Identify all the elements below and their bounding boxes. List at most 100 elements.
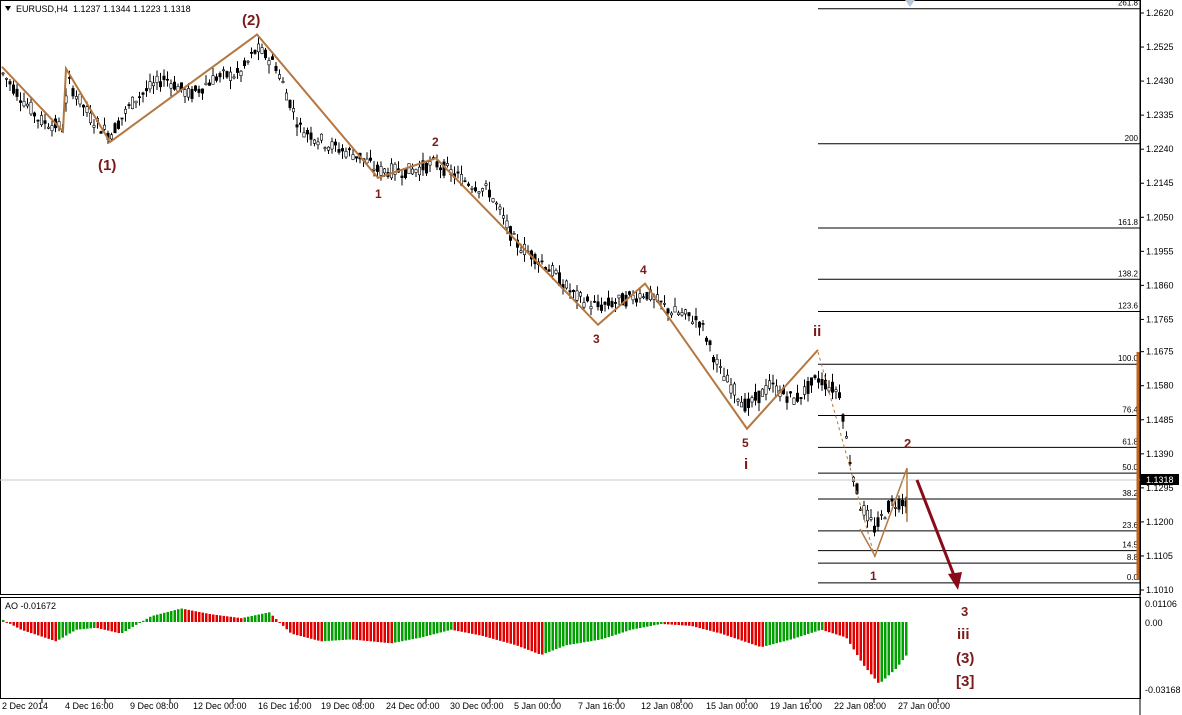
candle-body [372,168,376,171]
time-tick-label: 24 Dec 00:00 [386,701,440,711]
ao-bar [124,622,127,632]
candle-body [498,206,502,210]
candle-body [820,379,824,386]
ao-bar [436,622,439,634]
ao-bar [772,622,775,645]
ao-bar [212,614,215,622]
ao-bar [775,622,778,644]
ao-bar [222,615,225,622]
ao-bar [37,622,40,636]
ao-bar [779,622,782,643]
candle-body [792,397,796,405]
ohlc-readout: 1.1237 1.1344 1.1223 1.1318 [73,4,191,14]
candle-body [36,119,40,122]
ao-bar [320,622,323,642]
candle-body [236,67,240,73]
ao-bar [243,617,246,622]
ao-bar [166,611,169,622]
ao-bar [516,622,519,646]
projection-arrow-head-icon [948,572,962,590]
wave-label-minor-3: 3 [593,332,600,346]
ao-bar [758,622,761,647]
ao-bar [373,622,376,642]
ao-bar [33,622,36,635]
ao-bar [170,611,173,622]
ao-bar [26,622,29,632]
ao-bar [576,622,579,644]
ao-bar [369,622,372,642]
candle-body [162,75,166,81]
candle-body [746,398,750,409]
candle-body [229,71,233,81]
projection-arrow-shaft [915,479,957,579]
ao-bar [376,622,379,643]
ao-bar [558,622,561,648]
ao-bar [317,622,320,641]
price-tick-label: 1.2525 [1146,42,1174,52]
symbol-label: EURUSD,H4 [16,4,68,14]
candle-body [127,104,131,106]
ao-bar [478,622,481,636]
fib-level-label: 200 [1125,134,1139,143]
ao-bar [887,622,890,676]
candle-body [592,301,596,303]
candle-body [92,125,96,128]
candle-body [764,385,768,395]
fib-level-label: 138.2 [1118,269,1139,278]
candle-body [368,157,372,161]
ao-bar [817,622,820,631]
time-axis: 2 Dec 2014 4 Dec 16:00 9 Dec 08:00 12 Dec 0… [2,699,950,711]
ao-bar [485,622,488,637]
candle-body [270,56,274,60]
ao-bar [793,622,796,639]
ao-bar [607,622,610,638]
candle-body [239,70,243,76]
current-price-tag [1141,474,1179,485]
candle-body [309,132,313,140]
ao-bar [348,622,351,640]
ao-bar [135,622,138,625]
candle-body [284,92,288,101]
ao-bar [313,622,316,640]
fib-level-label: 123.6 [1118,302,1139,311]
ao-bar [278,622,281,623]
ao-bar [275,619,278,622]
candle-body [512,233,516,235]
ao-bar [306,622,309,638]
ao-bar [807,622,810,634]
ao-bar [114,622,117,633]
candle-body [169,83,173,89]
candle-body [187,88,191,98]
candle-body [50,125,54,132]
candle-body [354,156,358,159]
ao-bar [859,622,862,661]
ao-bar [58,622,61,640]
price-tick-label: 1.1860 [1146,280,1174,290]
ao-bar [96,622,99,629]
ao-bar [730,622,733,638]
symbol-dropdown-icon[interactable] [5,6,11,11]
ao-bar [471,622,474,634]
ao-bar [541,622,544,655]
ao-bar [299,622,302,637]
ao-bar [128,622,131,629]
ao-bar [565,622,568,646]
ao-bar [590,622,593,642]
candle-body [85,106,89,113]
time-tick-label: 4 Dec 16:00 [65,701,114,711]
price-tick-label: 1.2430 [1146,76,1174,86]
ao-bar [803,622,806,636]
ao-bar [702,622,705,629]
candle-body [330,141,334,150]
price-tick-label: 1.1295 [1146,483,1174,493]
candle-body [582,302,586,308]
candle-body [410,168,414,175]
ao-bar [271,615,274,622]
ao-bar [324,622,327,642]
ao-bar [282,622,285,626]
ao-bar [292,622,295,635]
candle-body [291,108,295,113]
ao-bar [845,622,848,639]
ao-bar [198,611,201,622]
ao-bar [695,622,698,628]
